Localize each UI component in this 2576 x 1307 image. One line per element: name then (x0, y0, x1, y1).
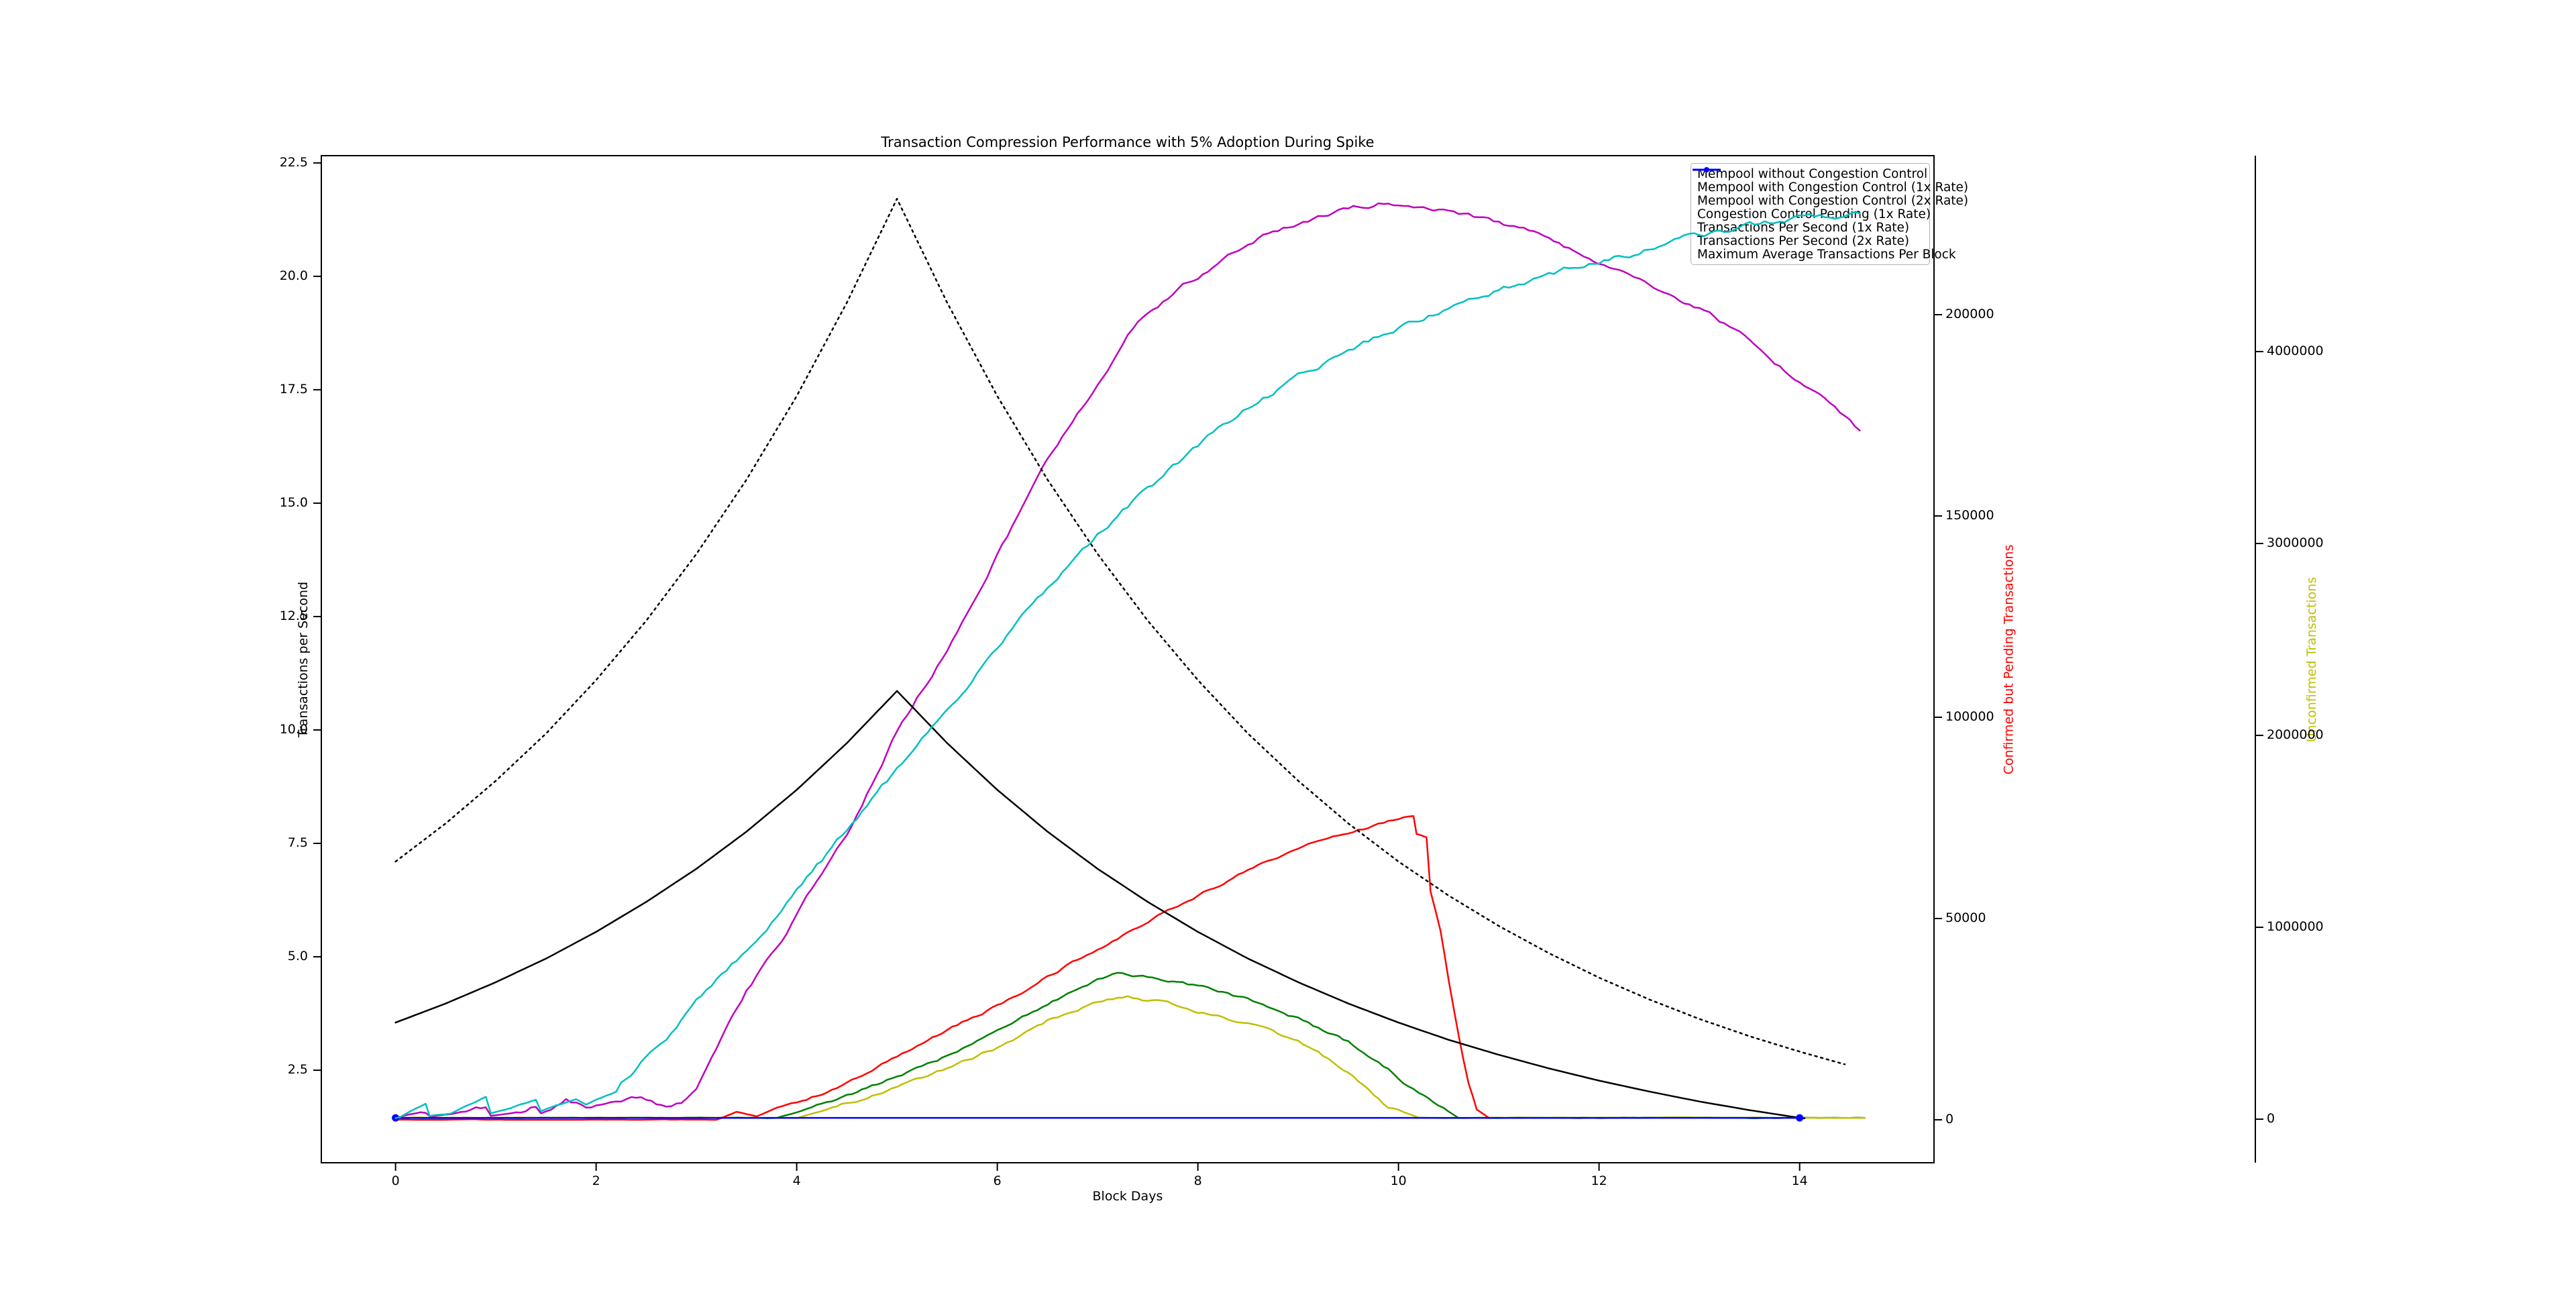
plot-border (321, 155, 1935, 1163)
legend-label: Transactions Per Second (2x Rate) (1697, 233, 1910, 248)
legend-label: Mempool with Congestion Control (1x Rate… (1697, 180, 1969, 195)
legend-item: Maximum Average Transactions Per Block (1693, 167, 1956, 262)
legend-label: Mempool without Congestion Control (1697, 166, 1928, 181)
legend-label: Congestion Control Pending (1x Rate) (1697, 207, 1931, 221)
legend-label: Transactions Per Second (1x Rate) (1697, 220, 1910, 235)
series-line (394, 815, 1490, 1121)
endpoint-marker (1796, 1114, 1804, 1122)
legend-label: Maximum Average Transactions Per Block (1697, 247, 1956, 262)
legend-label: Mempool with Congestion Control (2x Rate… (1697, 193, 1969, 208)
legend: Mempool without Congestion Control Mempoo… (1690, 163, 1968, 265)
x-axis-label: Block Days (1092, 1189, 1163, 1204)
series-line (394, 211, 1861, 1119)
series-line (394, 202, 1861, 1119)
series-line (394, 690, 1806, 1119)
chart-title: Transaction Compression Performance with… (881, 134, 1375, 150)
series-line (394, 197, 1846, 1065)
line-swatch-icon (1693, 167, 1721, 172)
